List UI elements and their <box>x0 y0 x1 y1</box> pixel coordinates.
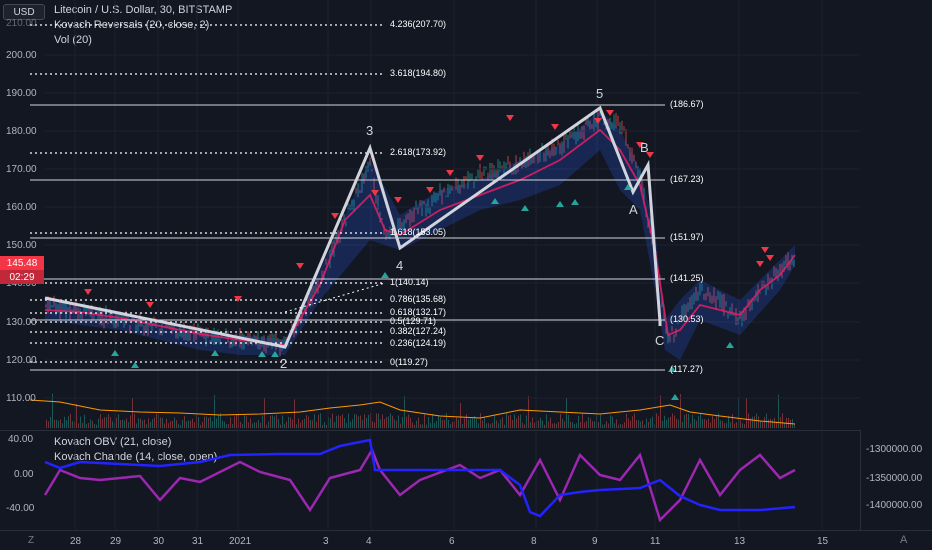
time-tick: 6 <box>449 536 455 547</box>
time-tick: 30 <box>153 536 165 547</box>
fib-lines <box>30 24 385 363</box>
indicator-kovach-obv[interactable]: Kovach OBV (21, close) <box>54 436 172 448</box>
fib-label: 0(119.27) <box>390 357 428 367</box>
level-label: (167.23) <box>670 174 704 184</box>
wave-label-b: B <box>640 140 649 155</box>
price-tick: 190.00 <box>6 88 37 99</box>
level-label: (141.25) <box>670 273 704 283</box>
pane-separator[interactable] <box>0 430 860 431</box>
time-tick: 3 <box>323 536 329 547</box>
time-tick: 31 <box>192 536 204 547</box>
level-label: (117.27) <box>670 364 703 374</box>
time-tick: 11 <box>650 536 661 547</box>
level-label: (130.53) <box>670 314 704 324</box>
time-tick: 29 <box>110 536 122 547</box>
grid-lines <box>45 0 860 530</box>
level-lines <box>30 104 665 371</box>
time-tick: 28 <box>70 536 82 547</box>
obv-tick: -1300000.00 <box>866 444 923 455</box>
chande-line <box>43 447 796 523</box>
wave-label-2: 2 <box>280 356 288 371</box>
indicator-kovach-chande[interactable]: Kovach Chande (14, close, open) <box>54 451 218 463</box>
reversal-markers <box>84 110 774 400</box>
obv-line <box>44 438 796 518</box>
fib-label: 0.618(132.17) <box>390 307 447 317</box>
price-tick: 130.00 <box>6 317 37 328</box>
bar-countdown: 02:29 <box>0 270 44 284</box>
price-tick: 120.00 <box>6 355 37 366</box>
dotted-wave-link <box>284 282 386 313</box>
oscillator-tick: -40.00 <box>6 503 35 514</box>
price-tick: 200.00 <box>6 50 37 61</box>
time-tick: 13 <box>734 536 746 547</box>
wave-label-4: 4 <box>396 258 404 273</box>
time-tick: 4 <box>366 536 372 547</box>
time-tick: 8 <box>531 536 537 547</box>
price-tick: 110.00 <box>6 393 36 404</box>
fib-label: 0.786(135.68) <box>390 294 447 304</box>
fib-label: 1(140.14) <box>390 277 429 287</box>
indicator-volume[interactable]: Vol (20) <box>54 34 92 46</box>
wave-label-3: 3 <box>366 123 374 138</box>
price-tick: 210.00 <box>6 18 37 29</box>
volume-ma-line <box>29 399 796 425</box>
price-tick: 170.00 <box>6 164 37 175</box>
obv-tick: -1350000.00 <box>866 473 923 484</box>
right-axis-border <box>860 430 861 530</box>
volume-bars <box>46 393 795 428</box>
fib-label: 1.618(153.05) <box>390 227 447 237</box>
wave-label-c: C <box>655 333 665 348</box>
oscillator-tick: 0.00 <box>14 469 34 480</box>
price-tick: 180.00 <box>6 126 37 137</box>
time-tick: 2021 <box>229 536 252 547</box>
fib-label: 0.236(124.19) <box>390 338 447 348</box>
obv-tick: -1400000.00 <box>866 500 923 511</box>
elliott-wave-path <box>44 105 662 349</box>
settings-icon[interactable]: A <box>900 534 908 546</box>
last-price-tag: 145.48 <box>0 256 44 270</box>
price-tick: 160.00 <box>6 202 37 213</box>
fib-label: 4.236(207.70) <box>390 19 447 29</box>
time-axis-border <box>0 530 932 531</box>
fib-label: 3.618(194.80) <box>390 68 447 78</box>
wave-label-a: A <box>629 202 638 217</box>
oscillator-tick: 40.00 <box>8 434 34 445</box>
fib-label: 0.382(127.24) <box>390 326 447 336</box>
price-tick: 150.00 <box>6 240 37 251</box>
fib-label: 2.618(173.92) <box>390 147 447 157</box>
fib-label: 0.5(129.71) <box>390 316 437 326</box>
currency-button[interactable]: USD <box>3 4 45 20</box>
level-label: (151.97) <box>670 232 704 242</box>
time-tick: 9 <box>592 536 598 547</box>
time-tick: 15 <box>817 536 829 547</box>
ema-line <box>44 128 796 346</box>
wave-label-5: 5 <box>596 86 604 101</box>
level-label: (186.67) <box>670 99 704 109</box>
z-logo-icon[interactable]: Z <box>28 535 35 546</box>
chart-title: Litecoin / U.S. Dollar, 30, BITSTAMP <box>54 4 233 16</box>
